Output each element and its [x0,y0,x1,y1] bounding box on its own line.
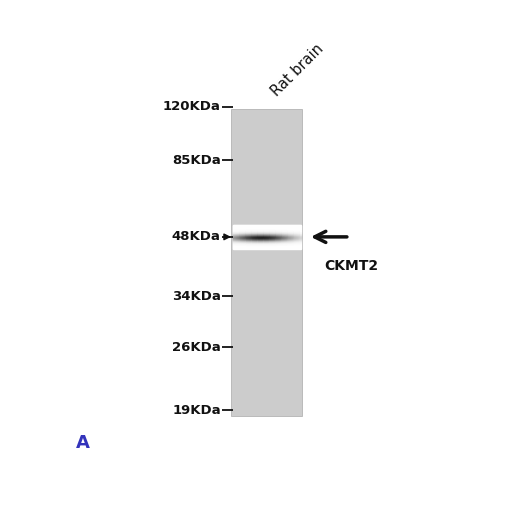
Text: 120KDa: 120KDa [163,100,221,113]
Text: 48KDa: 48KDa [172,230,221,243]
Bar [230,109,302,416]
Text: 34KDa: 34KDa [172,289,221,303]
Text: CKMT2: CKMT2 [325,259,379,272]
Text: Rat brain: Rat brain [268,41,326,99]
Text: 19KDa: 19KDa [172,404,221,417]
Text: A: A [76,434,90,452]
Text: 26KDa: 26KDa [172,341,221,354]
Text: 85KDa: 85KDa [172,154,221,166]
